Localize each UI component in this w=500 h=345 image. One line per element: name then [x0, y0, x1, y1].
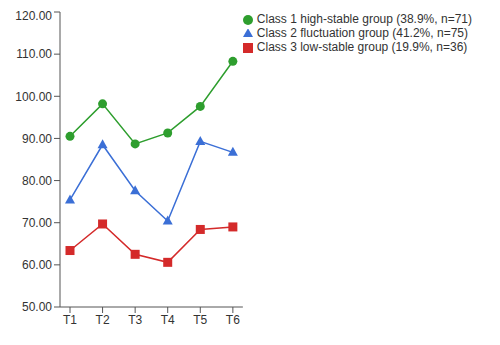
svg-text:T4: T4	[161, 313, 175, 327]
svg-text:T6: T6	[226, 313, 240, 327]
svg-text:110.00: 110.00	[16, 47, 52, 61]
html-text:Class 1 high-stable group (38.: Class 1 high-stable group (38.9%, n=71)	[256, 12, 472, 26]
svg-text:60.00: 60.00	[22, 258, 52, 272]
html-text:Class 2 fluctuation group (41.: Class 2 fluctuation group (41.2%, n=75)	[256, 26, 468, 40]
svg-text:50.00: 50.00	[22, 300, 52, 314]
svg-text:80.00: 80.00	[22, 174, 52, 188]
svg-text:70.00: 70.00	[22, 216, 52, 230]
svg-text:T1: T1	[63, 313, 77, 327]
svg-text:T5: T5	[193, 313, 207, 327]
svg-text:T3: T3	[128, 313, 142, 327]
svg-text:90.00: 90.00	[22, 132, 52, 146]
svg-text:T2: T2	[96, 313, 110, 327]
svg-text:100.00: 100.00	[15, 90, 52, 104]
svg-text:120.00: 120.00	[15, 9, 52, 23]
html-text:Class 3 low-stable group (19.9: Class 3 low-stable group (19.9%, n=36)	[256, 40, 468, 54]
